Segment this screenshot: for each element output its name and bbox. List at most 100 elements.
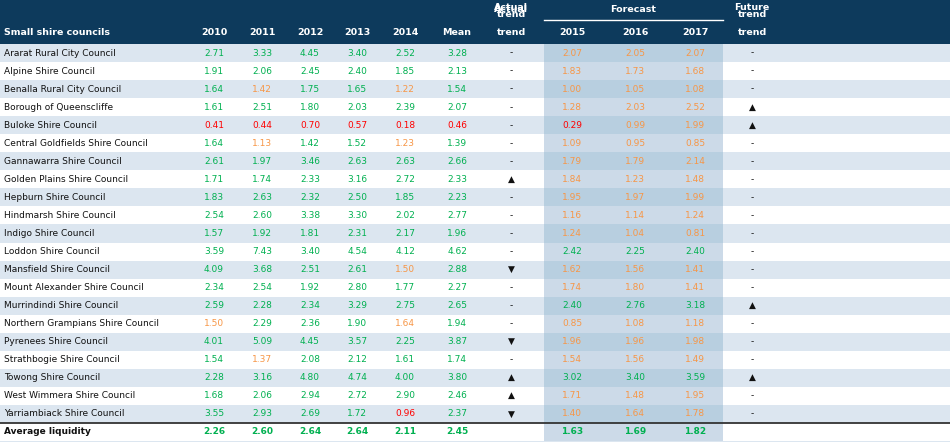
Text: 1.05: 1.05	[625, 84, 645, 94]
Text: 2.63: 2.63	[252, 193, 272, 202]
Text: 1.68: 1.68	[685, 67, 705, 76]
Bar	[544, 206, 723, 225]
Text: 0.95: 0.95	[625, 139, 645, 148]
Bar	[0, 278, 950, 297]
Text: 2.37: 2.37	[447, 409, 467, 419]
Text: 3.38: 3.38	[300, 211, 320, 220]
Text: 1.14: 1.14	[625, 211, 645, 220]
Text: ▲: ▲	[749, 103, 755, 112]
Text: 2.65: 2.65	[447, 301, 467, 310]
Text: 1.91: 1.91	[204, 67, 224, 76]
Text: 1.96: 1.96	[446, 229, 467, 238]
Text: 2.32: 2.32	[300, 193, 320, 202]
Text: -: -	[509, 139, 513, 148]
Text: 1.65: 1.65	[347, 84, 367, 94]
Text: Forecast: Forecast	[611, 5, 656, 15]
Text: 3.30: 3.30	[347, 211, 367, 220]
Text: Benalla Rural City Council: Benalla Rural City Council	[4, 84, 122, 94]
Text: 2.28: 2.28	[252, 301, 272, 310]
Text: 3.02: 3.02	[562, 373, 582, 382]
Text: 0.85: 0.85	[685, 139, 705, 148]
Text: 3.40: 3.40	[625, 373, 645, 382]
Bar	[0, 206, 950, 225]
Text: 1.64: 1.64	[395, 319, 415, 328]
Text: Central Goldfields Shire Council: Central Goldfields Shire Council	[4, 139, 148, 148]
Bar	[0, 44, 950, 62]
Bar	[544, 80, 723, 98]
Text: 1.79: 1.79	[625, 157, 645, 166]
Text: 1.79: 1.79	[562, 157, 582, 166]
Text: 1.62: 1.62	[562, 265, 582, 274]
Text: 3.57: 3.57	[347, 337, 367, 346]
Text: -: -	[750, 247, 753, 256]
Text: 1.92: 1.92	[252, 229, 272, 238]
Bar	[0, 188, 950, 206]
Text: 4.45: 4.45	[300, 337, 320, 346]
Bar	[544, 152, 723, 170]
Bar	[0, 170, 950, 188]
Text: 2.45: 2.45	[300, 67, 320, 76]
Text: 4.00: 4.00	[395, 373, 415, 382]
Text: Yarriambiack Shire Council: Yarriambiack Shire Council	[4, 409, 124, 419]
Bar	[0, 243, 950, 260]
Text: 2.72: 2.72	[347, 391, 367, 400]
Bar	[0, 80, 950, 98]
Text: 1.81: 1.81	[300, 229, 320, 238]
Text: 1.50: 1.50	[395, 265, 415, 274]
Text: 1.61: 1.61	[395, 355, 415, 364]
Bar	[544, 170, 723, 188]
Text: 2.25: 2.25	[625, 247, 645, 256]
Text: 1.08: 1.08	[685, 84, 705, 94]
Text: 1.74: 1.74	[447, 355, 467, 364]
Text: 1.96: 1.96	[625, 337, 645, 346]
Text: -: -	[509, 319, 513, 328]
Text: 2.88: 2.88	[447, 265, 467, 274]
Text: 0.70: 0.70	[300, 121, 320, 130]
Text: 1.40: 1.40	[562, 409, 582, 419]
Text: Loddon Shire Council: Loddon Shire Council	[4, 247, 100, 256]
Text: 2.31: 2.31	[347, 229, 367, 238]
Text: 2.07: 2.07	[562, 49, 582, 57]
Text: 1.63: 1.63	[560, 427, 583, 437]
Text: 2.39: 2.39	[395, 103, 415, 112]
Text: 2.50: 2.50	[347, 193, 367, 202]
Bar	[544, 405, 723, 423]
Text: 3.59: 3.59	[204, 247, 224, 256]
Text: 3.68: 3.68	[252, 265, 272, 274]
Text: 2.60: 2.60	[251, 427, 273, 437]
Text: 3.40: 3.40	[347, 49, 367, 57]
Text: -: -	[750, 283, 753, 292]
Text: 1.74: 1.74	[252, 175, 272, 184]
Bar	[0, 0, 950, 44]
Text: 2013: 2013	[344, 27, 370, 37]
Text: 1.54: 1.54	[204, 355, 224, 364]
Text: Gannawarra Shire Council: Gannawarra Shire Council	[4, 157, 122, 166]
Text: -: -	[750, 49, 753, 57]
Text: 0.81: 0.81	[685, 229, 705, 238]
Text: -: -	[509, 283, 513, 292]
Bar	[544, 387, 723, 405]
Text: 2.33: 2.33	[447, 175, 467, 184]
Text: 3.46: 3.46	[300, 157, 320, 166]
Text: -: -	[750, 319, 753, 328]
Text: 1.95: 1.95	[562, 193, 582, 202]
Text: 1.16: 1.16	[562, 211, 582, 220]
Text: Murrindindi Shire Council: Murrindindi Shire Council	[4, 301, 118, 310]
Text: -: -	[509, 211, 513, 220]
Text: Hepburn Shire Council: Hepburn Shire Council	[4, 193, 105, 202]
Text: 2.27: 2.27	[447, 283, 467, 292]
Text: 1.56: 1.56	[625, 265, 645, 274]
Text: 4.54: 4.54	[347, 247, 367, 256]
Text: 2.93: 2.93	[252, 409, 272, 419]
Text: -: -	[509, 301, 513, 310]
Text: 1.85: 1.85	[395, 67, 415, 76]
Text: 2.40: 2.40	[685, 247, 705, 256]
Text: 1.23: 1.23	[395, 139, 415, 148]
Text: -: -	[509, 84, 513, 94]
Text: 1.77: 1.77	[395, 283, 415, 292]
Bar	[544, 260, 723, 278]
Text: Towong Shire Council: Towong Shire Council	[4, 373, 101, 382]
Text: 1.23: 1.23	[625, 175, 645, 184]
Text: trend: trend	[497, 10, 525, 19]
Text: Future: Future	[734, 3, 770, 11]
